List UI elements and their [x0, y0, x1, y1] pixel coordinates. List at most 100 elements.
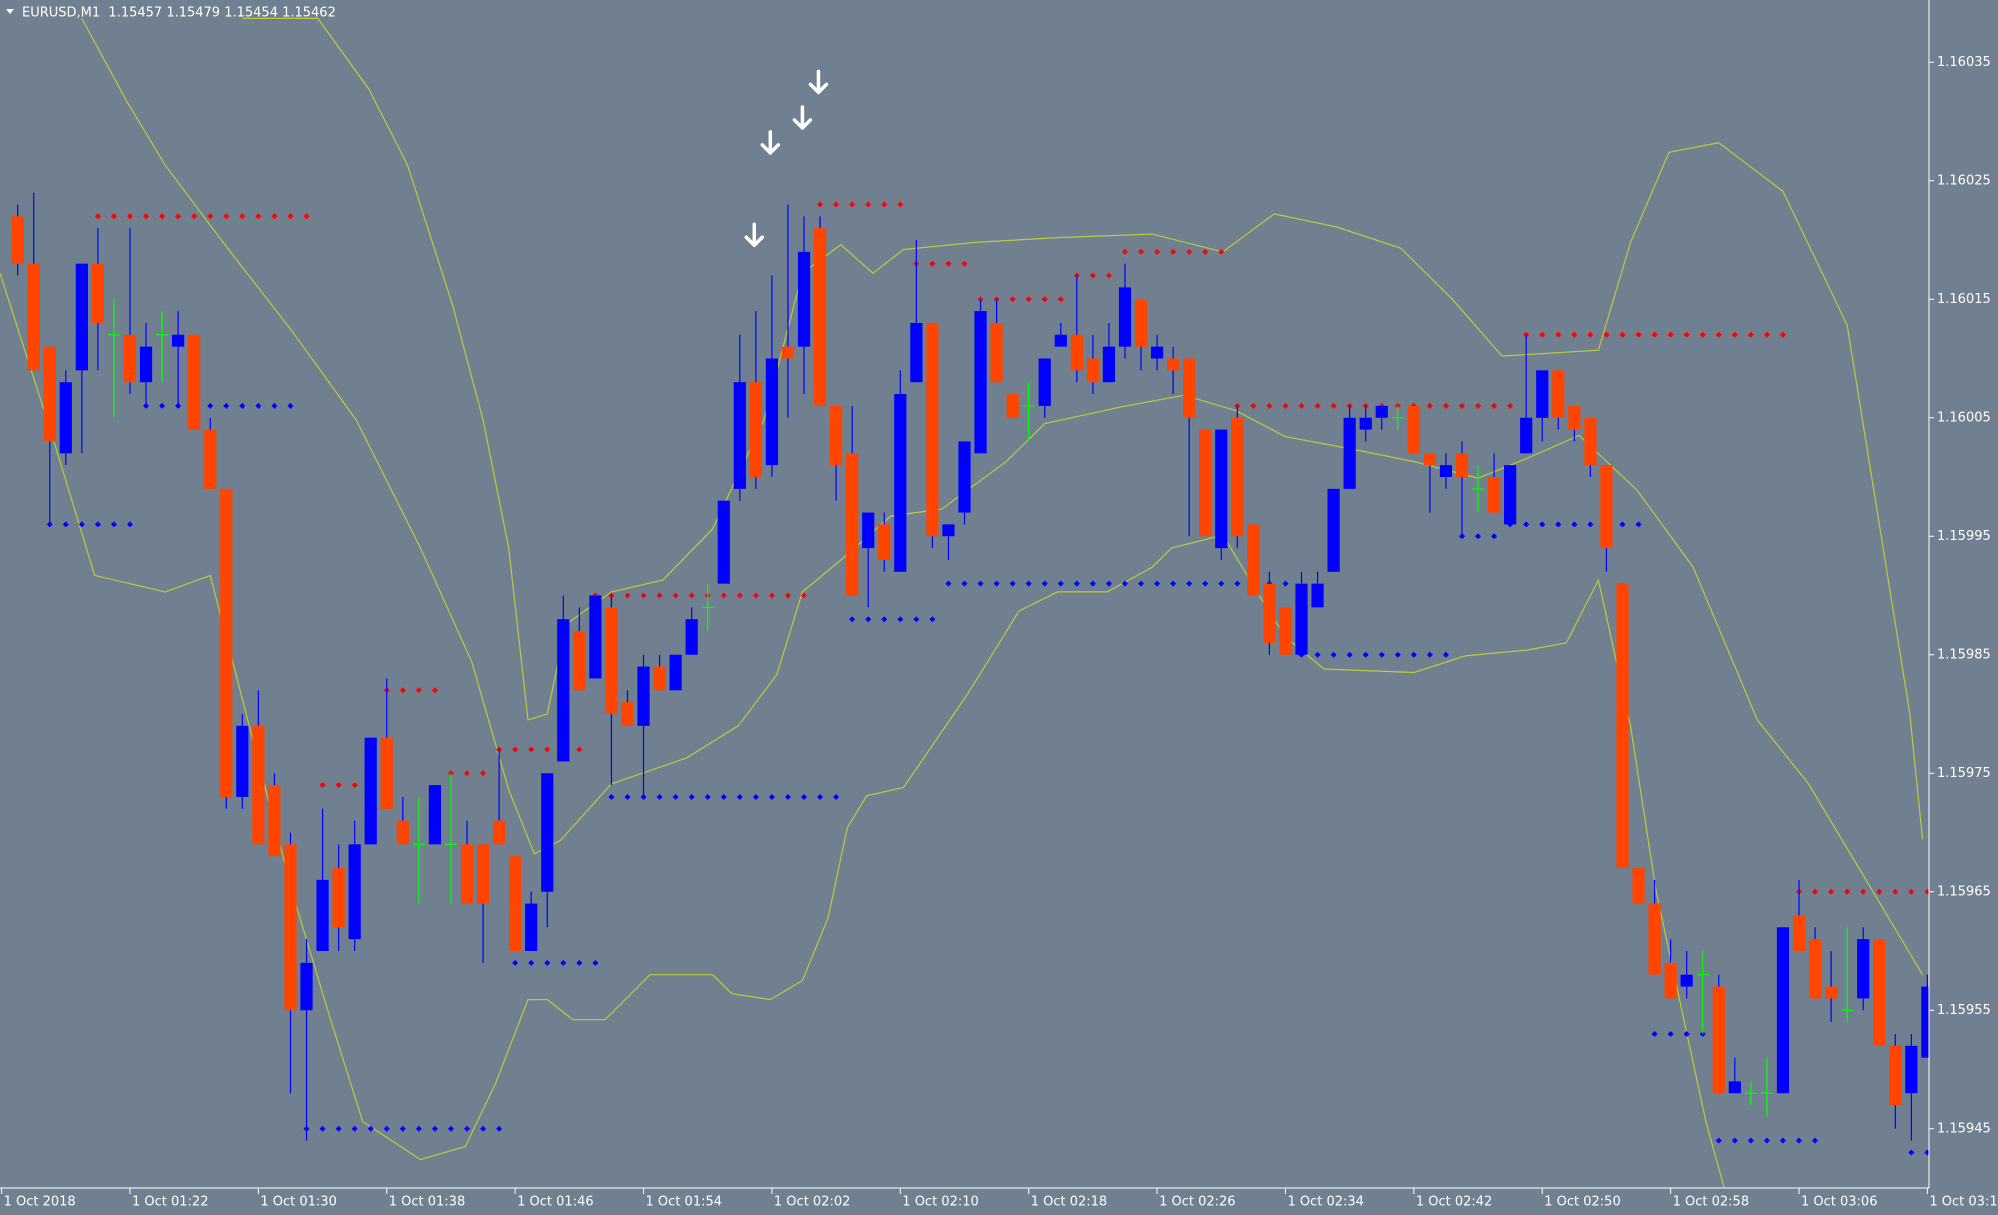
- resistance-dot: [1924, 888, 1929, 895]
- resistance-dot: [1844, 888, 1851, 895]
- x-tick-label: 1 Oct 02:34: [1287, 1195, 1363, 1210]
- support-dot: [1009, 580, 1016, 587]
- signal-arrow: [792, 105, 813, 130]
- support-dot: [1442, 651, 1449, 658]
- support-dot: [897, 616, 904, 623]
- candle-body: [1183, 358, 1196, 418]
- support-dot: [239, 402, 246, 409]
- support-dot: [255, 402, 262, 409]
- x-tick-label: 1 Oct 01:38: [389, 1195, 465, 1210]
- x-tick-label: 1 Oct 01:22: [132, 1195, 208, 1210]
- resistance-dot: [817, 201, 824, 208]
- resistance-dot: [319, 782, 326, 789]
- candle-body: [284, 844, 297, 1011]
- candle-body: [236, 725, 249, 797]
- resistance-dot: [1507, 402, 1514, 409]
- candle-body: [1664, 962, 1677, 999]
- support-dot: [1218, 580, 1225, 587]
- collapse-triangle[interactable]: [6, 9, 14, 14]
- candle-body: [1054, 334, 1067, 347]
- y-tick-label: 1.15995: [1937, 529, 1991, 544]
- resistance-dot: [1571, 331, 1578, 338]
- resistance-dot: [1218, 248, 1225, 255]
- support-dot: [1314, 651, 1321, 658]
- candle-body: [1712, 986, 1725, 1094]
- y-tick-label: 1.15985: [1937, 647, 1991, 662]
- x-tick-label: 1 Oct 01:30: [260, 1195, 336, 1210]
- x-tick-label: 1 Oct 02:02: [774, 1195, 850, 1210]
- resistance-dot: [1186, 248, 1193, 255]
- candle-body: [1455, 453, 1469, 477]
- candle-body: [172, 334, 185, 347]
- candle-body: [348, 844, 361, 940]
- bollinger-band: [0, 273, 1725, 1188]
- support-dot: [1924, 1149, 1929, 1156]
- resistance-dot: [929, 260, 936, 267]
- candle-body: [958, 441, 971, 513]
- resistance-dot: [1699, 331, 1706, 338]
- support-dot: [1234, 580, 1241, 587]
- y-tick-label: 1.16035: [1937, 55, 1991, 70]
- candle-body: [316, 879, 329, 951]
- support-dot: [1105, 580, 1112, 587]
- support-dot: [335, 1125, 342, 1132]
- support-dot: [913, 616, 920, 623]
- candle-body: [974, 311, 987, 454]
- resistance-dot: [1089, 272, 1096, 279]
- signal-arrow: [760, 130, 781, 155]
- candle-body: [509, 856, 522, 951]
- resistance-dot: [1828, 888, 1835, 895]
- y-tick-label: 1.15975: [1937, 766, 1991, 781]
- candle-body: [396, 820, 409, 845]
- resistance-dot: [1619, 331, 1626, 338]
- candle-body: [541, 773, 554, 892]
- candle-body: [621, 702, 634, 726]
- candle-body: [123, 334, 137, 383]
- resistance-dot: [143, 213, 150, 220]
- support-dot: [576, 959, 583, 966]
- x-tick-label: 1 Oct 02:26: [1159, 1195, 1235, 1210]
- support-dot: [1138, 580, 1145, 587]
- x-tick-label: 1 Oct 02:50: [1544, 1195, 1620, 1210]
- support-dot: [784, 793, 791, 800]
- y-tick-label: 1.16025: [1937, 173, 1991, 188]
- support-dot: [977, 580, 984, 587]
- support-dot: [1651, 1030, 1658, 1037]
- support-dot: [1683, 1030, 1690, 1037]
- support-dot: [528, 959, 535, 966]
- resistance-dot: [1475, 402, 1482, 409]
- support-dot: [464, 1125, 471, 1132]
- candle-body: [573, 631, 586, 691]
- support-dot: [62, 521, 69, 528]
- support-dot: [1330, 651, 1337, 658]
- candle-body: [1086, 358, 1099, 383]
- resistance-dot: [1105, 272, 1112, 279]
- candle-body: [1102, 346, 1116, 383]
- support-dot: [672, 793, 679, 800]
- resistance-dot: [1635, 331, 1642, 338]
- support-dot: [1555, 521, 1562, 528]
- candle-body: [781, 346, 795, 359]
- resistance-dot: [351, 782, 358, 789]
- resistance-dot: [576, 746, 583, 753]
- resistance-dot: [961, 260, 968, 267]
- support-dot: [399, 1125, 406, 1132]
- resistance-dot: [1763, 331, 1770, 338]
- resistance-dot: [94, 213, 101, 220]
- bollinger-band: [81, 18, 1924, 976]
- support-dot: [319, 1125, 326, 1132]
- candle-body: [188, 334, 201, 430]
- support-dot: [383, 1125, 390, 1132]
- candle-body: [428, 785, 442, 845]
- y-tick-label: 1.15945: [1937, 1121, 1991, 1136]
- support-dot: [1410, 651, 1417, 658]
- candle-body: [749, 382, 762, 477]
- support-dot: [1073, 580, 1080, 587]
- support-dot: [1186, 580, 1193, 587]
- support-dot: [1202, 580, 1209, 587]
- support-dot: [1475, 533, 1482, 540]
- resistance-dot: [431, 687, 438, 694]
- resistance-dot: [1715, 331, 1722, 338]
- candle-body: [364, 737, 377, 845]
